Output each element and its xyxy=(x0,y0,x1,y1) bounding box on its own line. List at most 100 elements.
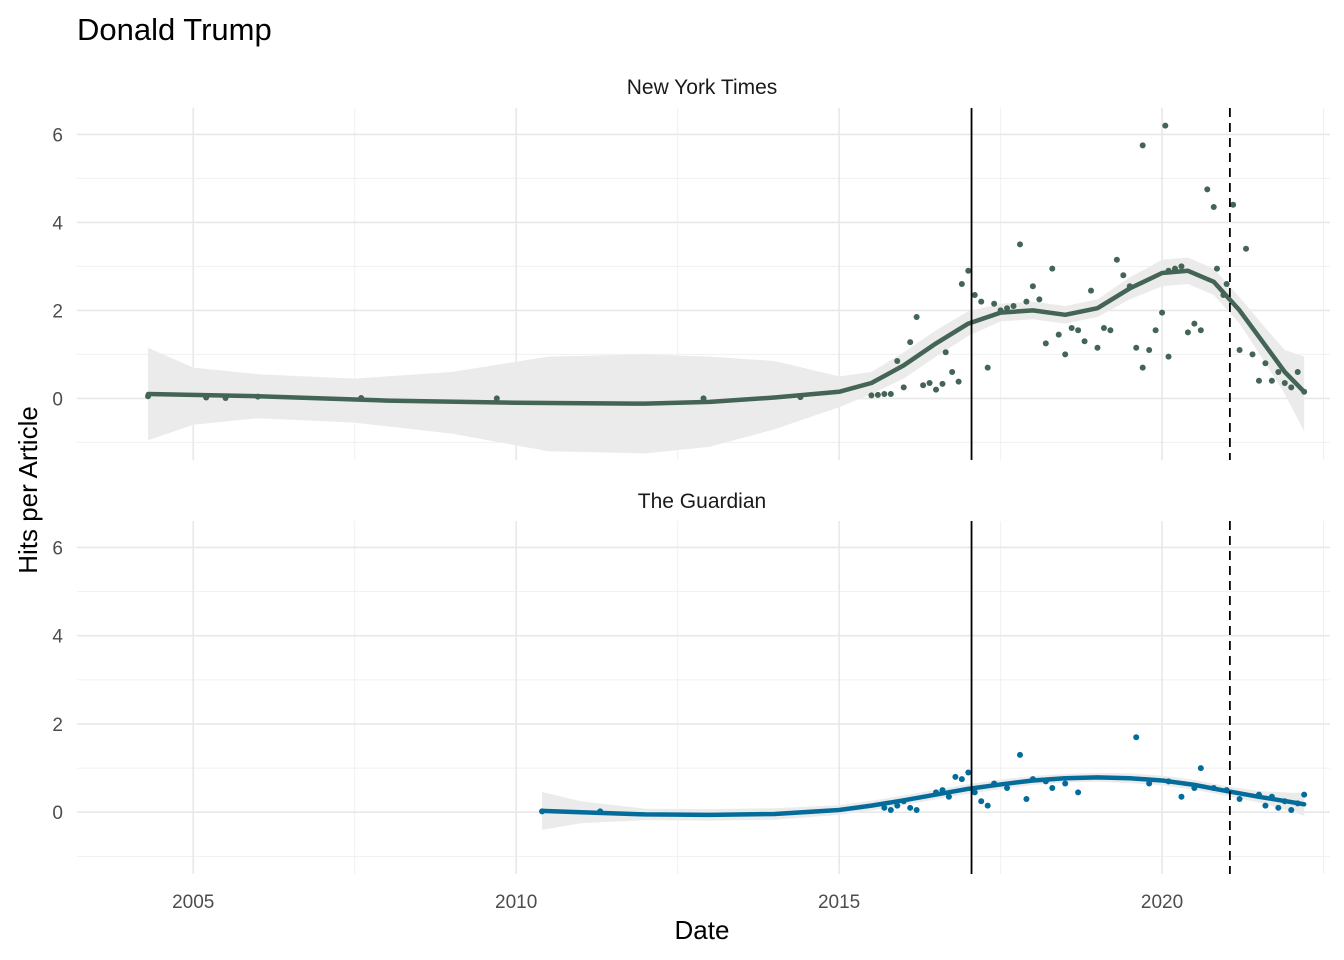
y-tick-label: 6 xyxy=(52,125,63,146)
data-point xyxy=(1042,340,1049,347)
data-point xyxy=(1107,327,1114,334)
data-point xyxy=(1062,351,1069,358)
chart-title: Donald Trump xyxy=(77,12,272,47)
data-point xyxy=(991,300,998,307)
data-point xyxy=(1255,377,1262,384)
data-point xyxy=(1275,369,1282,375)
x-tick-label: 2015 xyxy=(818,892,860,913)
data-point xyxy=(949,369,956,375)
data-point xyxy=(1223,281,1230,287)
data-point xyxy=(1210,204,1217,210)
panel-strip-guardian: The Guardian xyxy=(638,490,766,513)
data-point xyxy=(900,384,907,391)
y-tick-label: 4 xyxy=(52,627,63,648)
data-point xyxy=(984,364,991,371)
data-point xyxy=(939,380,946,387)
data-point xyxy=(1275,804,1282,811)
y-tick-label: 0 xyxy=(52,803,63,824)
data-point xyxy=(887,807,894,814)
data-point xyxy=(1049,265,1056,272)
data-point xyxy=(907,804,914,811)
data-point xyxy=(1100,325,1107,331)
data-point xyxy=(907,339,914,346)
x-axis-title: Date xyxy=(675,915,730,945)
data-point xyxy=(952,773,959,780)
data-point xyxy=(958,281,965,287)
data-point xyxy=(1262,802,1269,809)
data-point xyxy=(1139,142,1146,149)
data-point xyxy=(965,769,972,776)
data-point xyxy=(913,314,920,320)
data-point xyxy=(1120,272,1127,279)
data-point xyxy=(1152,327,1159,334)
data-point xyxy=(1243,245,1250,252)
data-point xyxy=(1301,791,1308,798)
data-point xyxy=(1055,331,1062,338)
data-point xyxy=(942,349,949,356)
panel-strip-nyt: New York Times xyxy=(627,76,778,99)
smooth-line xyxy=(145,268,1307,406)
panel-1: 0 2 4 6 xyxy=(52,521,1330,874)
data-point xyxy=(1159,309,1166,316)
data-point xyxy=(1249,351,1256,358)
data-point xyxy=(894,358,901,364)
y-tick-label: 2 xyxy=(52,301,63,322)
data-point xyxy=(1146,347,1153,353)
data-point xyxy=(887,391,894,397)
data-point xyxy=(894,802,901,809)
data-point xyxy=(1113,256,1120,263)
data-point xyxy=(1288,807,1295,814)
data-point xyxy=(1236,795,1243,802)
data-point xyxy=(978,298,985,305)
data-point xyxy=(1139,364,1146,371)
data-point xyxy=(1023,298,1030,305)
smooth-line xyxy=(539,775,1307,818)
x-tick-label: 2005 xyxy=(172,892,214,913)
data-point xyxy=(1075,789,1082,796)
data-point xyxy=(933,386,940,393)
data-point xyxy=(1281,380,1288,386)
data-point xyxy=(958,776,965,783)
data-point xyxy=(1068,325,1075,331)
data-point xyxy=(1010,303,1017,309)
data-point xyxy=(1230,201,1237,208)
y-tick-label: 0 xyxy=(52,389,63,410)
data-point xyxy=(1294,369,1301,375)
data-point xyxy=(1268,377,1275,384)
data-point xyxy=(1165,353,1172,360)
data-point xyxy=(1184,329,1191,336)
data-point xyxy=(955,378,962,385)
data-point xyxy=(493,395,500,402)
data-point xyxy=(1049,784,1056,791)
plot-layer: 0 2 4 6 0 2 4 6 2005 2010 2015 2020 xyxy=(52,108,1330,913)
data-point xyxy=(1162,122,1169,129)
data-point xyxy=(920,382,927,389)
data-point xyxy=(1016,751,1023,758)
data-point xyxy=(971,292,978,298)
data-point xyxy=(1197,765,1204,772)
data-point xyxy=(971,789,978,796)
y-tick-label: 4 xyxy=(52,213,63,234)
data-point xyxy=(978,798,985,805)
data-point xyxy=(1029,283,1036,290)
data-point xyxy=(1204,186,1211,193)
data-point xyxy=(1036,296,1043,303)
data-point xyxy=(965,267,972,274)
data-point xyxy=(1094,344,1101,351)
data-point xyxy=(1075,327,1082,334)
y-tick-label: 6 xyxy=(52,538,63,559)
data-point xyxy=(1016,241,1023,248)
x-tick-label: 2010 xyxy=(495,892,537,913)
data-point xyxy=(1191,320,1198,327)
data-point xyxy=(1178,263,1185,270)
confidence-band xyxy=(542,772,1305,830)
data-point xyxy=(1262,360,1269,367)
data-point xyxy=(1288,384,1295,391)
data-point xyxy=(1062,780,1069,787)
x-tick-label: 2020 xyxy=(1141,892,1183,913)
data-point xyxy=(1146,780,1153,787)
data-point xyxy=(881,804,888,811)
data-point xyxy=(1213,265,1220,272)
data-point xyxy=(913,807,920,814)
